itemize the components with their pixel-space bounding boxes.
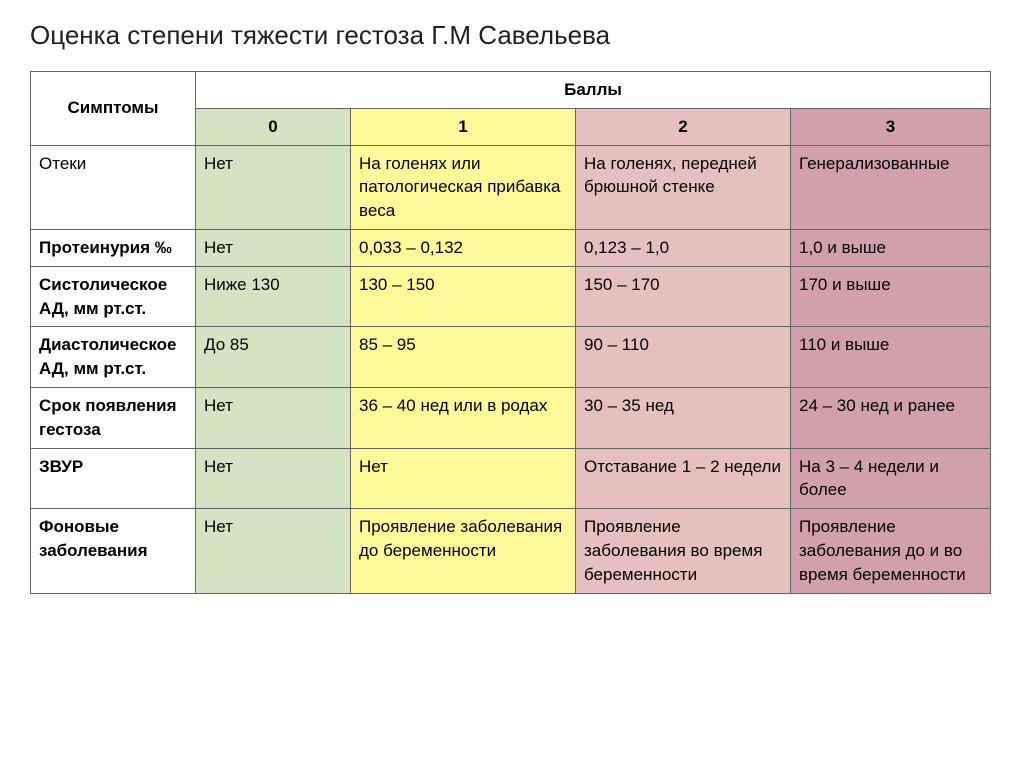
cell: На голенях, передней брюшной стенке [576, 145, 791, 229]
cell: 24 – 30 нед и ранее [791, 387, 991, 448]
table-row: Фоновые заболеванияНетПроявление заболев… [31, 509, 991, 593]
cell: 0,033 – 0,132 [351, 229, 576, 266]
table-row: Срок появления гестозаНет36 – 40 нед или… [31, 387, 991, 448]
cell: Нет [196, 229, 351, 266]
cell: 150 – 170 [576, 266, 791, 327]
row-label: ЗВУР [31, 448, 196, 509]
table-body: ОтекиНетНа голенях или патологическая пр… [31, 145, 991, 593]
header-score-3: 3 [791, 108, 991, 145]
table-row: ОтекиНетНа голенях или патологическая пр… [31, 145, 991, 229]
table-row: ЗВУРНетНетОтставание 1 – 2 неделиНа 3 – … [31, 448, 991, 509]
row-label: Протеинурия ‰ [31, 229, 196, 266]
cell: 30 – 35 нед [576, 387, 791, 448]
row-label: Систолическое АД, мм рт.ст. [31, 266, 196, 327]
cell: Нет [196, 387, 351, 448]
cell: 170 и выше [791, 266, 991, 327]
cell: На голенях или патологическая прибавка в… [351, 145, 576, 229]
row-label: Отеки [31, 145, 196, 229]
cell: Проявление заболевания до и во время бер… [791, 509, 991, 593]
row-label: Срок появления гестоза [31, 387, 196, 448]
cell: 0,123 – 1,0 [576, 229, 791, 266]
page-title: Оценка степени тяжести гестоза Г.М Савел… [30, 20, 994, 51]
table-row: Систолическое АД, мм рт.ст.Ниже 130130 –… [31, 266, 991, 327]
cell: Проявление заболевания до беременности [351, 509, 576, 593]
cell: До 85 [196, 327, 351, 388]
cell: Нет [351, 448, 576, 509]
header-scores: Баллы [196, 72, 991, 109]
table-row: Диастолическое АД, мм рт.ст.До 8585 – 95… [31, 327, 991, 388]
cell: Проявление заболевания во время беременн… [576, 509, 791, 593]
header-score-0: 0 [196, 108, 351, 145]
severity-table: Симптомы Баллы 0 1 2 3 ОтекиНетНа голеня… [30, 71, 991, 594]
row-label: Фоновые заболевания [31, 509, 196, 593]
cell: Отставание 1 – 2 недели [576, 448, 791, 509]
cell: Нет [196, 509, 351, 593]
cell: 36 – 40 нед или в родах [351, 387, 576, 448]
header-score-2: 2 [576, 108, 791, 145]
header-symptoms: Симптомы [31, 72, 196, 146]
cell: Нет [196, 145, 351, 229]
cell: На 3 – 4 недели и более [791, 448, 991, 509]
table-row: Протеинурия ‰Нет0,033 – 0,1320,123 – 1,0… [31, 229, 991, 266]
cell: Ниже 130 [196, 266, 351, 327]
header-score-1: 1 [351, 108, 576, 145]
cell: Нет [196, 448, 351, 509]
cell: Генерализованные [791, 145, 991, 229]
cell: 130 – 150 [351, 266, 576, 327]
row-label: Диастолическое АД, мм рт.ст. [31, 327, 196, 388]
cell: 1,0 и выше [791, 229, 991, 266]
cell: 90 – 110 [576, 327, 791, 388]
cell: 85 – 95 [351, 327, 576, 388]
cell: 110 и выше [791, 327, 991, 388]
